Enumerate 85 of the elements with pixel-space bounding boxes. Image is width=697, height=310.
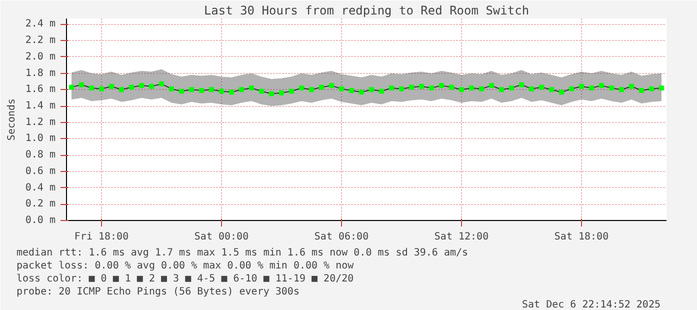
point [609,86,614,91]
point [549,87,554,92]
point [279,90,284,96]
point [639,88,644,93]
point [629,84,634,89]
point [459,87,464,92]
point [149,84,154,89]
point [489,83,494,88]
point [469,86,474,91]
point [179,88,184,94]
point [379,88,384,94]
point [369,87,374,92]
point [69,84,74,90]
point [299,86,304,91]
point [189,87,194,92]
point [409,84,414,90]
point [569,86,574,92]
x-tick-label: Sat 12:00 [434,232,489,242]
point [399,86,404,92]
text: probe: 20 ICMP Echo Pings (56 Bytes) every 300s [16,286,300,298]
point [239,87,244,92]
x-tick-label: Sat 00:00 [194,232,249,242]
point [99,86,104,92]
point [659,86,664,91]
point [509,86,514,91]
point [219,88,224,94]
point [439,83,444,88]
point [329,83,334,88]
point [269,91,274,96]
point [529,86,534,92]
y-tick-label: 1.2 m [25,116,56,128]
point [129,84,134,90]
point [119,87,124,92]
x-tick-label: Fri 18:00 [74,232,129,242]
text: median rtt: 1.6 ms avg 1.7 ms max 1.5 ms min 1.6 ms now 0.0 ms sd 39.6 am/s [16,248,468,258]
y-axis-title: Seconds [6,98,18,141]
chart-title: Last 30 Hours from redping to Red Room Switch [204,4,530,18]
point [109,84,114,89]
point [89,86,94,91]
y-tick-label: 0.4 m [25,182,56,194]
point [249,86,254,91]
point [349,88,354,93]
point [419,84,424,89]
point [559,90,564,95]
point [229,90,234,95]
point [449,84,454,90]
y-tick-label: 0.6 m [25,166,56,177]
y-tick-label: 0.2 m [25,198,56,210]
point [429,86,434,91]
y-tick-label: 1.6 m [25,84,56,96]
point [199,88,204,93]
y-tick-label: 2.2 m [25,35,56,46]
y-tick-label: 2.0 m [25,51,56,62]
point [79,82,84,88]
point [169,86,174,92]
point [359,90,364,95]
text: loss color: ■ 0 ■ 1 ■ 2 ■ 3 ■ 4-5 ■ 6-10 ■ 11-19 ■ 20/20 [16,274,354,284]
point [319,84,324,90]
text: packet loss: 0.00 % avg 0.00 % max 0.00 % min 0.00 % now [16,260,355,272]
point [309,87,314,92]
point [649,86,654,92]
point [389,86,394,91]
y-tick-label: 0.0 m [25,215,56,226]
point [579,84,584,89]
y-tick-label: 1.0 m [25,133,56,144]
x-tick-label: Sat 18:00 [554,232,609,242]
x-tick-label: Sat 06:00 [314,232,369,242]
point [339,86,344,92]
point [289,88,294,94]
point [619,87,624,92]
point [539,84,544,90]
point [259,88,264,94]
point [159,81,164,86]
point [599,83,604,88]
point [479,86,484,92]
y-tick-label: 1.4 m [25,100,56,112]
point [499,87,504,92]
point [139,83,144,88]
y-tick-label: 0.8 m [25,150,56,161]
point [209,87,214,92]
point [519,82,524,88]
y-tick-label: 2.4 m [25,18,56,30]
y-tick-label: 1.8 m [25,68,56,79]
text: Sat Dec 6 22:14:52 2025 [522,300,660,310]
point [589,86,594,91]
